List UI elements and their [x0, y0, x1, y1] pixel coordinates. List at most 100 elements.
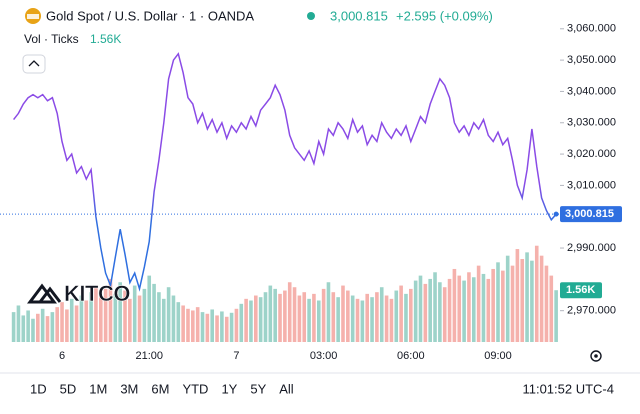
volume-bar	[142, 288, 147, 342]
volume-bar	[491, 268, 495, 342]
volume-bar	[220, 311, 224, 342]
volume-bar	[258, 297, 263, 342]
volume-bar	[215, 315, 219, 342]
volume-bar	[530, 260, 534, 342]
x-tick-label: 21:00	[135, 350, 163, 362]
volume-bar	[525, 252, 529, 342]
range-button[interactable]: 1Y	[221, 381, 237, 396]
volume-bar	[409, 288, 413, 342]
x-tick-label: 6	[59, 350, 65, 362]
volume-last-label: 1.56K	[566, 284, 595, 296]
volume-bar	[520, 259, 525, 342]
volume-bar	[365, 293, 370, 342]
range-button[interactable]: 6M	[151, 381, 169, 396]
volume-bar	[210, 309, 215, 342]
volume-bar	[11, 312, 16, 342]
collapse-button[interactable]	[22, 54, 46, 74]
range-button[interactable]: 1D	[30, 381, 47, 396]
clock[interactable]: 11:01:52 UTC-4	[522, 381, 614, 396]
volume-bar	[147, 275, 152, 342]
volume-bar	[16, 305, 21, 342]
volume-bar	[205, 313, 210, 342]
volume-bar	[278, 293, 282, 342]
volume-bar	[510, 265, 515, 342]
y-tick-label: 3,040.000	[567, 85, 616, 97]
volume-bar	[331, 292, 336, 342]
volume-bar	[292, 287, 297, 342]
volume-bar	[399, 285, 403, 342]
last-point	[553, 211, 559, 217]
x-tick-label: 03:00	[310, 350, 338, 362]
volume-bar	[360, 300, 365, 342]
volume-bar	[481, 273, 486, 342]
volume-bar	[283, 290, 287, 342]
volume-bar	[113, 293, 118, 342]
volume-bar	[452, 268, 457, 342]
volume-bar	[132, 285, 137, 342]
volume-bar	[428, 278, 432, 342]
x-tick-label: 06:00	[397, 350, 425, 362]
volume-bar	[103, 288, 108, 342]
y-tick-label: 3,030.000	[567, 117, 616, 129]
volume-bar	[40, 308, 45, 342]
price-change: +2.595 (+0.09%)	[396, 8, 493, 23]
volume-bar	[442, 287, 447, 342]
range-button[interactable]: 1M	[89, 381, 107, 396]
volume-bar	[496, 262, 500, 342]
volume-bar	[302, 292, 307, 342]
volume-bar	[549, 275, 554, 342]
volume-bar	[84, 300, 89, 342]
volume-bar	[74, 305, 79, 342]
volume-bar	[341, 285, 345, 342]
volume-bar	[55, 307, 59, 342]
volume-bar	[476, 265, 481, 342]
volume-bar	[433, 272, 437, 342]
y-tick-label: 3,060.000	[567, 23, 616, 35]
volume-bar	[224, 316, 229, 342]
volume-last-box	[560, 282, 602, 299]
volume-bar	[181, 305, 185, 342]
volume-bar	[418, 275, 423, 342]
volume-bar	[539, 255, 544, 342]
volume-bar	[438, 282, 442, 342]
volume-title: Vol · Ticks	[24, 32, 79, 46]
volume-bar	[312, 293, 316, 342]
x-tick-label: 09:00	[484, 350, 512, 362]
volume-bar	[346, 290, 350, 342]
volume-bar	[171, 295, 176, 342]
volume-bar	[157, 292, 161, 342]
volume-bar	[118, 282, 122, 342]
volume-bar	[108, 278, 113, 342]
range-button[interactable]: 3M	[120, 381, 138, 396]
status-dot	[307, 12, 315, 20]
volume-bar	[355, 298, 360, 342]
volume-bar	[200, 312, 205, 342]
volume-bar	[176, 302, 181, 342]
volume-bar	[287, 282, 292, 342]
y-tick-label: 3,050.000	[567, 54, 616, 66]
volume-bar	[375, 292, 379, 342]
volume-bar	[336, 297, 340, 342]
volume-bar	[191, 310, 195, 342]
volume-bar	[370, 297, 374, 342]
volume-bar	[94, 285, 98, 342]
volume-bar	[486, 278, 491, 342]
volume-bar	[457, 275, 462, 342]
range-button[interactable]: All	[279, 381, 294, 396]
symbol-title: Gold Spot / U.S. Dollar · 1 · OANDA	[46, 8, 254, 23]
range-button[interactable]: YTD	[182, 381, 208, 396]
volume-bar	[307, 298, 311, 342]
range-button[interactable]: 5D	[60, 381, 77, 396]
last-price-box	[560, 206, 622, 223]
settings-icon[interactable]	[590, 350, 602, 362]
volume-bar	[79, 295, 84, 342]
range-button[interactable]: 5Y	[250, 381, 266, 396]
volume-bar	[152, 283, 156, 342]
volume-bar	[254, 295, 258, 342]
volume-bar	[326, 282, 331, 342]
volume-bar	[505, 255, 510, 342]
volume-bar	[379, 287, 384, 342]
volume-bar	[321, 288, 326, 342]
volume-bar	[404, 293, 408, 342]
